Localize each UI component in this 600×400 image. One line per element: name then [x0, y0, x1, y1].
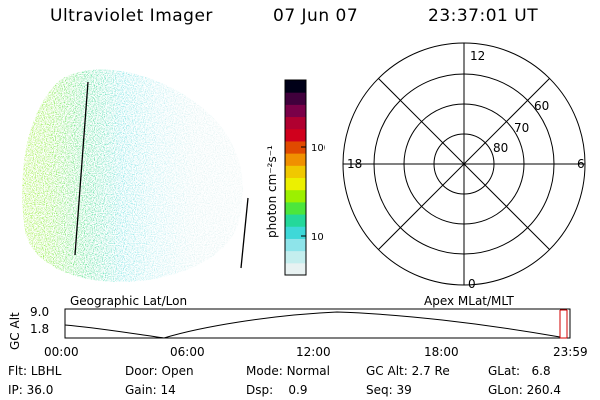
- apex-label: Apex MLat/MLT: [424, 294, 514, 308]
- colorbar-band: [285, 201, 306, 215]
- colorbar-band: [285, 262, 306, 276]
- mlt-label-0: 0: [468, 277, 476, 291]
- limb-line: [240, 197, 249, 269]
- colorbar: photon cm⁻²s⁻¹ 100 10: [265, 79, 325, 276]
- mlt-label-18: 18: [347, 157, 362, 171]
- colorbar-band: [285, 189, 306, 203]
- timeline-ytick-low: 1.8: [30, 322, 50, 336]
- timeline-frame: [64, 308, 571, 339]
- info-gcalt: GC Alt: 2.7 Re: [366, 364, 450, 378]
- uvi-image-panel: [22, 69, 249, 282]
- colorbar-tick-label: 100: [311, 143, 325, 154]
- info-door: Door: Open: [125, 364, 194, 378]
- colorbar-band: [285, 80, 306, 93]
- colorbar-frame: [284, 79, 307, 276]
- colorbar-band: [285, 238, 306, 252]
- timeline-xtick-2359: 23:59: [553, 345, 588, 359]
- colorbar-scale: [285, 80, 306, 276]
- info-ip: IP: 36.0: [8, 383, 54, 397]
- colorbar-band: [285, 250, 306, 264]
- colorbar-tick-label: 10: [311, 232, 324, 243]
- time-label: 23:37:01 UT: [428, 6, 539, 26]
- colorbar-band: [285, 140, 306, 154]
- instrument-title: Ultraviolet Imager: [50, 6, 213, 26]
- timeline-ylabel: GC Alt: [8, 312, 22, 350]
- lat-label-80: 80: [493, 141, 508, 155]
- colorbar-ticks: 100 10: [301, 143, 325, 243]
- altitude-curve: [64, 311, 561, 339]
- uvi-disk: [22, 69, 243, 282]
- info-flt: Flt: LBHL: [8, 364, 62, 378]
- lat-label-60: 60: [534, 99, 549, 113]
- geographic-label: Geographic Lat/Lon: [70, 294, 188, 308]
- timeline-xtick-0600: 06:00: [170, 345, 205, 359]
- timeline-xtick-0000: 00:00: [44, 345, 79, 359]
- info-mode: Mode: Normal: [246, 364, 330, 378]
- colorbar-band: [285, 128, 306, 142]
- colorbar-band: [285, 226, 306, 239]
- timeline-xtick-1200: 12:00: [296, 345, 331, 359]
- mlt-label-6: 6: [577, 157, 585, 171]
- date-label: 07 Jun 07: [273, 6, 359, 26]
- colorbar-band: [285, 104, 306, 118]
- colorbar-band: [285, 92, 306, 105]
- timeline-ytick-high: 9.0: [30, 305, 50, 319]
- colorbar-label: photon cm⁻²s⁻¹: [265, 145, 279, 238]
- terminator-line: [74, 81, 89, 256]
- timeline-xtick-1800: 18:00: [424, 345, 459, 359]
- mlt-label-12: 12: [470, 49, 485, 63]
- colorbar-band: [285, 116, 306, 130]
- colorbar-band: [285, 214, 306, 227]
- polar-plot: 12 18 6 0 60 70 80: [342, 42, 586, 291]
- timeline-plot: [64, 308, 571, 339]
- info-seq: Seq: 39: [366, 383, 412, 397]
- info-gain: Gain: 14: [125, 383, 176, 397]
- info-dsp: Dsp: 0.9: [246, 383, 308, 397]
- colorbar-band: [285, 165, 306, 178]
- colorbar-band: [285, 177, 306, 191]
- colorbar-band: [285, 153, 306, 166]
- polar-diagonal-2: [378, 78, 550, 250]
- lat-label-70: 70: [514, 121, 529, 135]
- info-glon: GLon: 260.4: [488, 383, 561, 397]
- info-glat: GLat: 6.8: [488, 364, 551, 378]
